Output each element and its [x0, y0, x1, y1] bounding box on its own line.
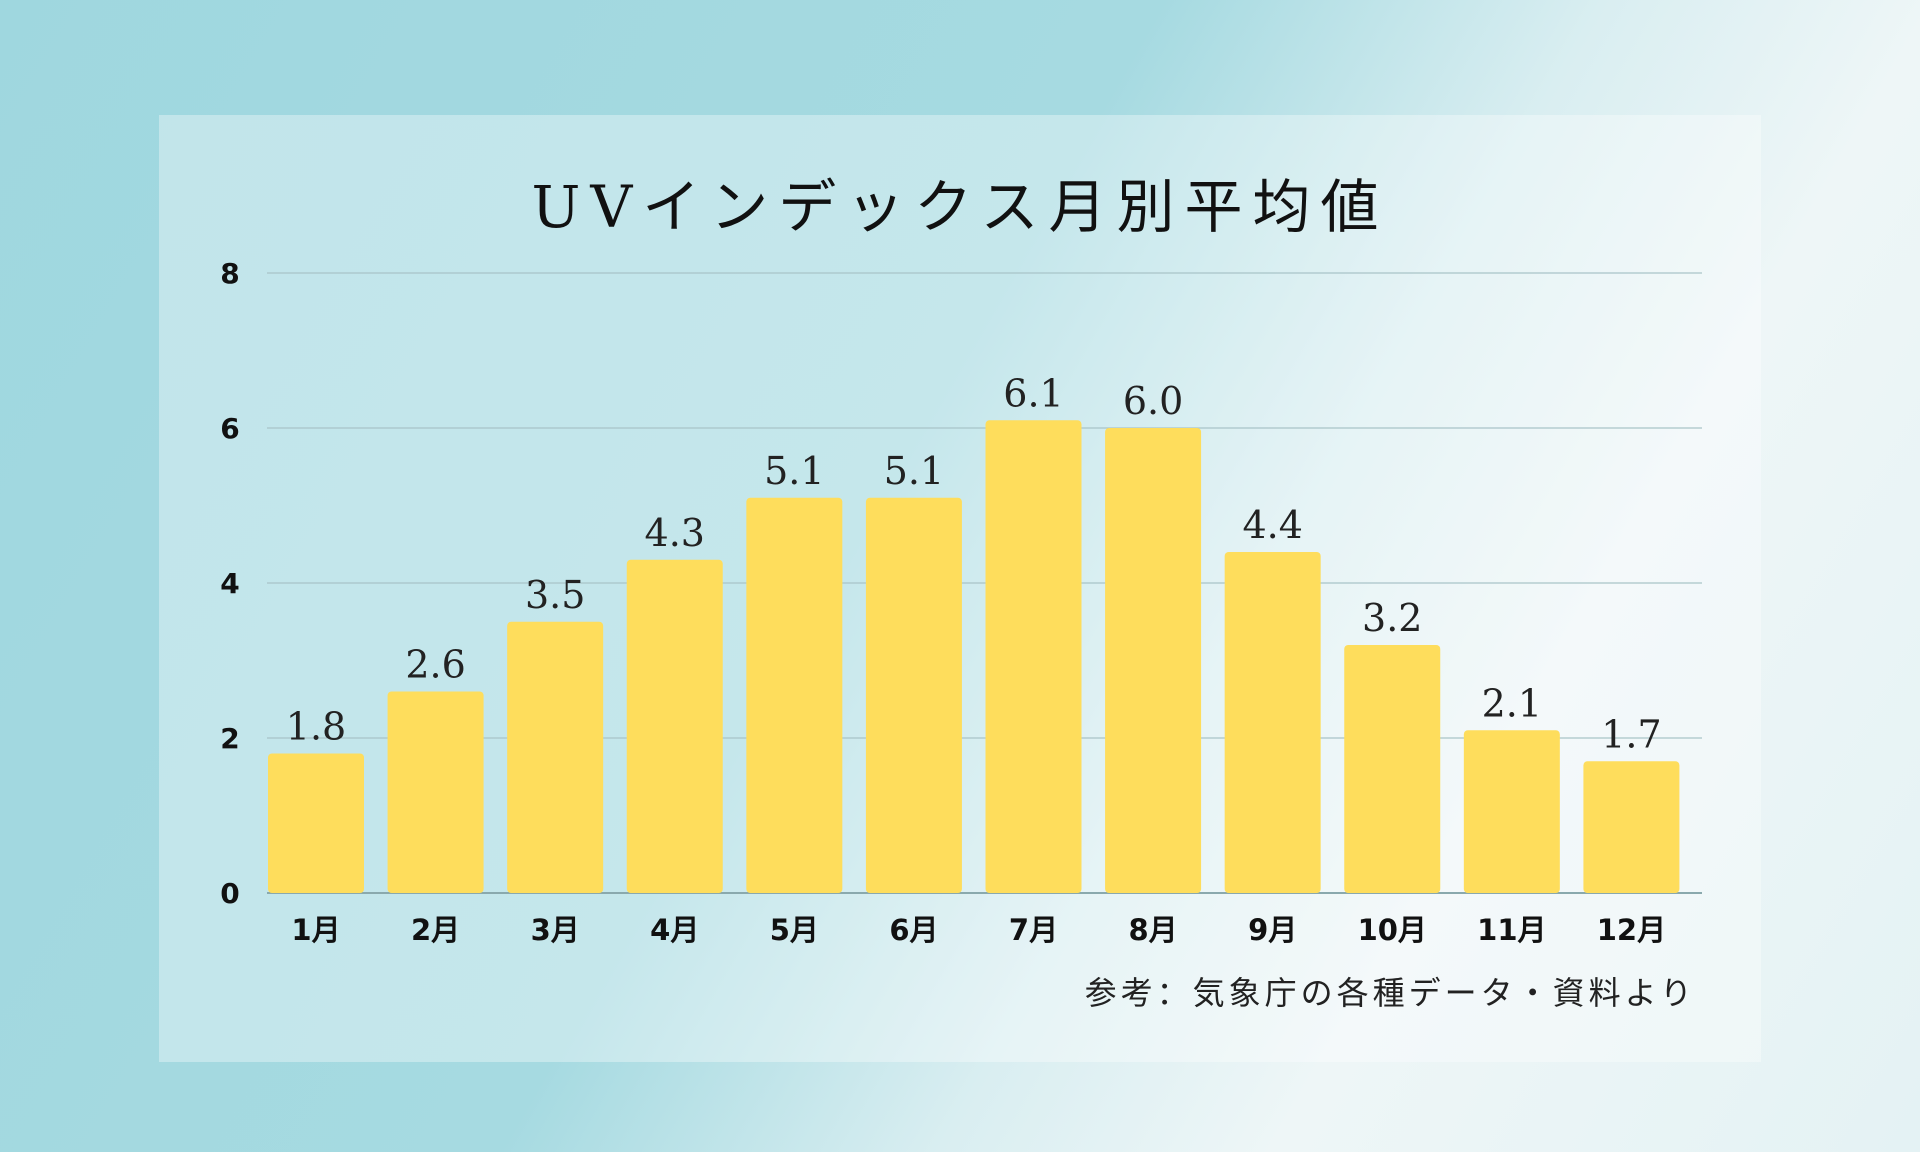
bar	[387, 691, 484, 893]
bar	[1344, 645, 1441, 893]
bar	[1463, 730, 1560, 893]
data-label: 2.1	[1482, 681, 1542, 725]
x-tick-label: 4月	[650, 913, 699, 947]
bar	[507, 621, 604, 893]
y-tick-label: 0	[220, 877, 239, 910]
bar	[865, 497, 962, 893]
y-tick-label: 4	[220, 567, 239, 600]
x-tick-label: 1月	[291, 913, 340, 947]
x-tick-label: 11月	[1477, 913, 1546, 947]
data-label: 3.5	[525, 573, 585, 617]
bar	[1105, 428, 1202, 893]
data-label: 4.4	[1242, 503, 1302, 547]
x-tick-label: 12月	[1597, 913, 1666, 947]
y-tick-label: 2	[220, 722, 239, 755]
data-label: 1.8	[286, 705, 346, 749]
data-label: 6.0	[1123, 379, 1183, 423]
x-tick-label: 10月	[1358, 913, 1427, 947]
bar	[985, 420, 1082, 893]
y-tick-label: 6	[220, 412, 239, 445]
data-label: 3.2	[1362, 596, 1422, 640]
x-tick-label: 3月	[531, 913, 580, 947]
data-label: 4.3	[645, 511, 705, 555]
x-tick-label: 9月	[1248, 913, 1297, 947]
data-label: 6.1	[1003, 371, 1063, 415]
data-label: 5.1	[764, 449, 824, 493]
data-label: 1.7	[1601, 712, 1661, 756]
x-tick-label: 6月	[889, 913, 938, 947]
source-note: 参考：気象庁の各種データ・資料より	[1084, 974, 1696, 1012]
bar	[1583, 761, 1680, 893]
data-label: 2.6	[405, 643, 465, 687]
data-label: 5.1	[884, 449, 944, 493]
bar	[1224, 552, 1321, 893]
bar	[746, 497, 843, 893]
bar	[626, 559, 723, 893]
x-tick-label: 8月	[1128, 913, 1177, 947]
bar	[268, 753, 364, 893]
x-tick-label: 7月	[1009, 913, 1058, 947]
x-tick-label: 2月	[411, 913, 460, 947]
x-tick-label: 5月	[770, 913, 819, 947]
y-tick-label: 8	[220, 257, 239, 290]
chart-title: UVインデックス月別平均値	[531, 173, 1389, 241]
